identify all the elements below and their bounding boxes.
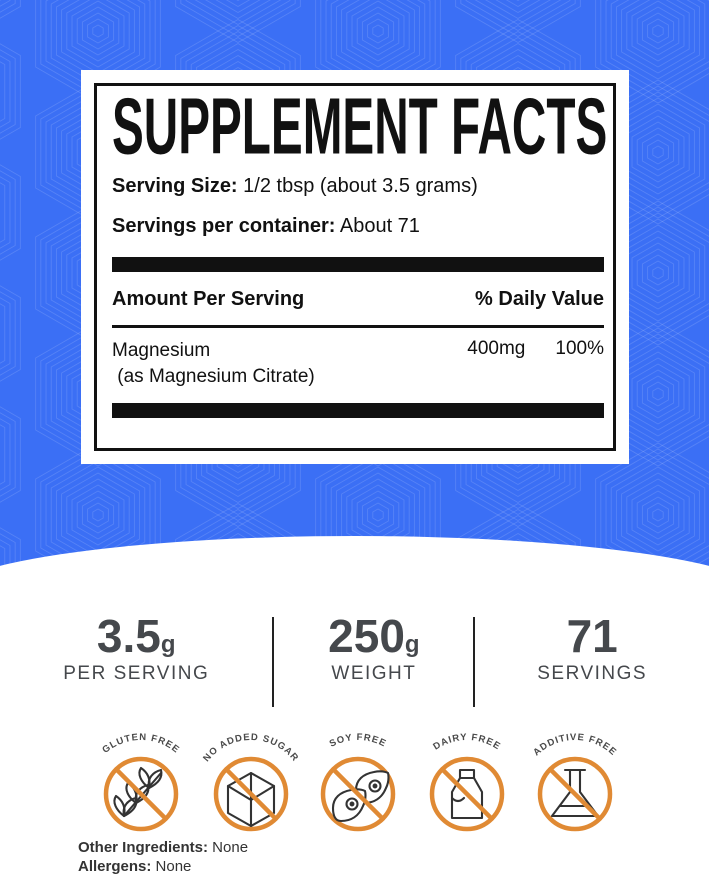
svg-text:SOY FREE: SOY FREE — [328, 732, 389, 750]
svg-text:DAIRY FREE: DAIRY FREE — [431, 732, 502, 753]
svg-text:GLUTEN FREE: GLUTEN FREE — [100, 732, 181, 756]
svg-text:ADDITIVE FREE: ADDITIVE FREE — [531, 732, 619, 758]
